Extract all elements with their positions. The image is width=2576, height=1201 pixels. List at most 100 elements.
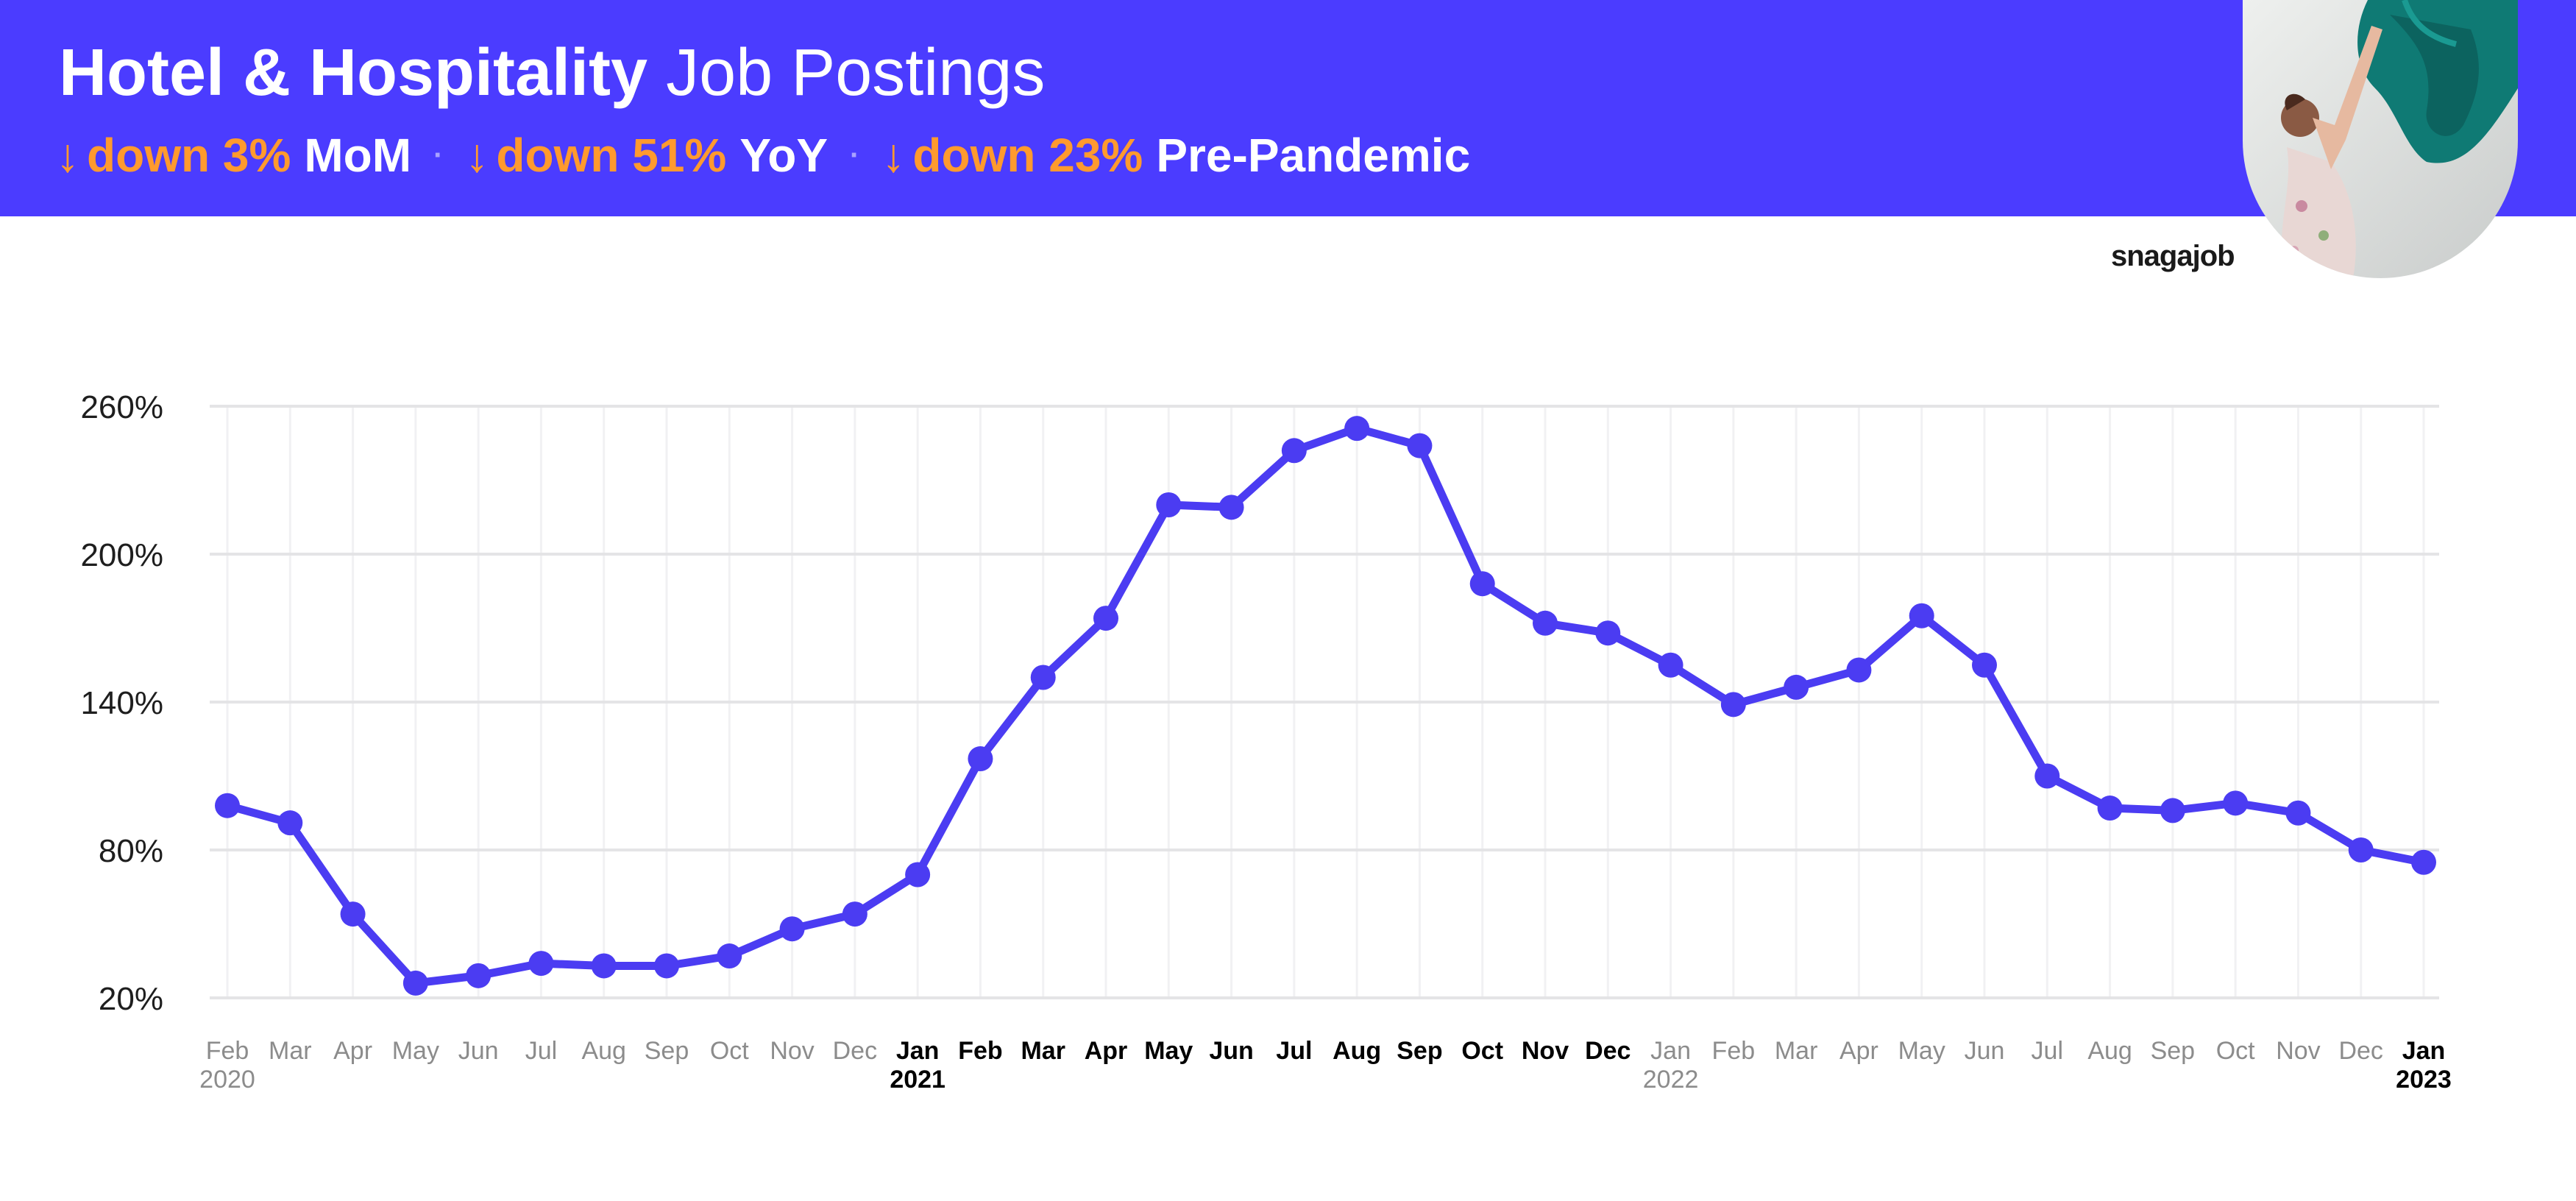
data-point	[2285, 800, 2311, 826]
x-tick-month: Jan	[896, 1037, 940, 1065]
data-point	[466, 963, 492, 988]
x-tick-month: Mar	[1775, 1037, 1818, 1065]
x-tick-month: Jun	[1965, 1037, 2005, 1065]
x-tick-month: Nov	[2276, 1037, 2320, 1065]
stat-pre-pandemic: ↓ down 23% Pre-Pandemic	[881, 128, 1470, 183]
title-light: Job Postings	[666, 36, 1046, 110]
x-tick-month: May	[392, 1037, 439, 1065]
x-tick-month: Jul	[1276, 1037, 1312, 1065]
stat-period: Pre-Pandemic	[1156, 129, 1471, 182]
data-point	[1218, 495, 1244, 520]
x-tick-month: Nov	[770, 1037, 814, 1065]
stat-mom: ↓ down 3% MoM	[56, 128, 411, 183]
x-tick-month: May	[1898, 1037, 1945, 1065]
stats-row: ↓ down 3% MoM · ↓ down 51% YoY · ↓ down …	[56, 122, 1470, 188]
series-points	[215, 416, 2436, 996]
photo-illustration	[2243, 0, 2518, 278]
x-tick-month: Dec	[1585, 1037, 1631, 1065]
data-point	[1533, 610, 1558, 636]
x-tick-month: Jun	[1209, 1037, 1253, 1065]
data-point	[1030, 665, 1056, 690]
x-tick-month: Sep	[1397, 1037, 1442, 1065]
x-tick-month: Oct	[710, 1037, 749, 1065]
stat-separator: ·	[433, 138, 444, 171]
data-point	[654, 953, 679, 979]
x-tick-month: Sep	[645, 1037, 689, 1065]
x-tick-month: Oct	[2216, 1037, 2255, 1065]
data-point	[1344, 416, 1370, 442]
y-tick-label: 80%	[99, 833, 163, 869]
data-point	[1407, 433, 1433, 458]
data-point	[1846, 657, 1872, 683]
stat-change: down 23%	[912, 129, 1143, 182]
y-tick-label: 260%	[80, 389, 163, 425]
x-tick-month: Apr	[1839, 1037, 1878, 1065]
down-arrow-icon: ↓	[56, 129, 79, 182]
page-title: Hotel & Hospitality Job Postings	[59, 32, 1045, 113]
x-tick-month: Apr	[1085, 1037, 1128, 1065]
data-point	[1972, 652, 1997, 678]
x-tick-month: Nov	[1522, 1037, 1569, 1065]
x-tick-month: Sep	[2151, 1037, 2196, 1065]
horizontal-gridlines	[210, 405, 2439, 999]
data-point	[2034, 763, 2060, 789]
x-tick-month: Jun	[458, 1037, 499, 1065]
data-point	[1720, 692, 1746, 718]
x-tick-year: 2020	[199, 1066, 255, 1094]
x-tick-month: Mar	[269, 1037, 312, 1065]
x-tick-month: Jul	[2032, 1037, 2063, 1065]
data-point	[591, 953, 617, 979]
stat-separator: ·	[850, 138, 860, 171]
x-tick-year: 2022	[1643, 1066, 1699, 1094]
stat-change: down 51%	[496, 129, 727, 182]
x-tick-month: May	[1144, 1037, 1193, 1065]
x-tick-month: Aug	[1333, 1037, 1381, 1065]
x-tick-month: Dec	[2338, 1037, 2382, 1065]
x-tick-year: 2023	[2396, 1066, 2452, 1094]
data-point	[842, 901, 867, 927]
data-point	[2223, 790, 2249, 816]
data-point	[2160, 798, 2185, 823]
x-tick-month: Jan	[1650, 1037, 1691, 1065]
data-point	[528, 951, 554, 977]
x-tick-month: Jan	[2402, 1037, 2446, 1065]
x-tick-month: Oct	[1461, 1037, 1503, 1065]
data-point	[1469, 571, 1495, 597]
x-tick-month: Feb	[206, 1037, 249, 1065]
data-point	[1658, 652, 1683, 678]
y-tick-label: 200%	[80, 537, 163, 573]
x-tick-month: Aug	[581, 1037, 626, 1065]
data-point	[1595, 620, 1621, 646]
x-tick-month: Aug	[2087, 1037, 2132, 1065]
data-point	[1909, 603, 1934, 628]
data-point	[1156, 492, 1182, 517]
x-tick-year: 2021	[890, 1066, 945, 1094]
y-axis-ticks: 260% 200% 140% 80% 20%	[80, 389, 163, 1017]
x-tick-month: Feb	[958, 1037, 1002, 1065]
stat-period: MoM	[304, 129, 412, 182]
data-point	[968, 746, 993, 772]
data-point	[779, 916, 805, 942]
x-tick-month: Apr	[333, 1037, 372, 1065]
data-point	[215, 793, 240, 818]
x-tick-month: Dec	[833, 1037, 877, 1065]
down-arrow-icon: ↓	[465, 129, 489, 182]
data-point	[2348, 837, 2374, 862]
x-tick-month: Jul	[525, 1037, 557, 1065]
y-tick-label: 20%	[99, 981, 163, 1017]
data-point	[1093, 606, 1118, 631]
data-point	[2411, 849, 2436, 875]
data-point	[277, 810, 303, 836]
data-point	[717, 943, 742, 969]
data-point	[1784, 674, 1809, 700]
stat-period: YoY	[739, 129, 828, 182]
data-point	[2097, 796, 2123, 821]
data-point	[905, 862, 931, 888]
data-point	[340, 901, 366, 927]
x-tick-month: Mar	[1021, 1037, 1065, 1065]
stat-change: down 3%	[87, 129, 291, 182]
data-point	[402, 970, 428, 996]
stat-yoy: ↓ down 51% YoY	[465, 128, 828, 183]
